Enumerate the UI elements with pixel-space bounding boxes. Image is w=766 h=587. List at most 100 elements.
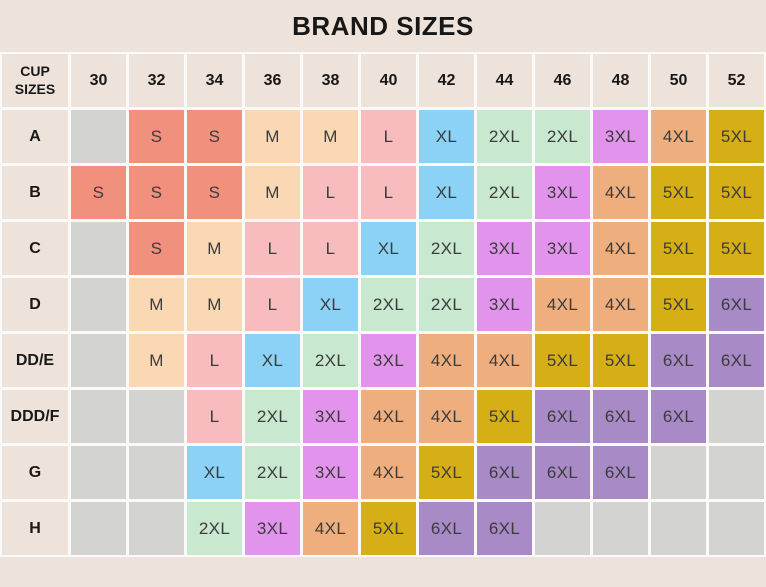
size-cell-xl: XL [419,166,474,219]
size-cell-3xl: 3XL [303,446,358,499]
empty-cell [71,446,126,499]
size-cell-4xl: 4XL [535,278,590,331]
band-size-header-44: 44 [477,54,532,107]
size-cell-4xl: 4XL [593,278,648,331]
empty-cell [593,502,648,555]
size-cell-6xl: 6XL [535,446,590,499]
size-cell-3xl: 3XL [477,278,532,331]
cup-size-label-a: A [2,110,68,163]
band-size-header-52: 52 [709,54,764,107]
size-cell-5xl: 5XL [651,222,706,275]
size-cell-xl: XL [245,334,300,387]
size-cell-6xl: 6XL [709,334,764,387]
size-cell-m: M [245,166,300,219]
size-cell-4xl: 4XL [593,222,648,275]
size-cell-5xl: 5XL [535,334,590,387]
empty-cell [709,390,764,443]
empty-cell [651,502,706,555]
empty-cell [71,502,126,555]
cup-size-label-c: C [2,222,68,275]
size-cell-5xl: 5XL [709,110,764,163]
band-size-header-30: 30 [71,54,126,107]
size-cell-l: L [187,334,242,387]
corner-cell-cup-sizes: CUP SIZES [2,54,68,107]
size-cell-3xl: 3XL [535,222,590,275]
size-cell-6xl: 6XL [535,390,590,443]
size-cell-xl: XL [187,446,242,499]
empty-cell [71,278,126,331]
size-cell-s: S [129,110,184,163]
size-cell-4xl: 4XL [593,166,648,219]
size-cell-4xl: 4XL [361,390,416,443]
band-size-header-38: 38 [303,54,358,107]
band-size-header-36: 36 [245,54,300,107]
empty-cell [129,390,184,443]
band-size-header-48: 48 [593,54,648,107]
empty-cell [709,446,764,499]
size-cell-2xl: 2XL [419,222,474,275]
band-size-header-46: 46 [535,54,590,107]
empty-cell [129,446,184,499]
size-cell-4xl: 4XL [651,110,706,163]
cup-size-label-d: D [2,278,68,331]
size-cell-l: L [187,390,242,443]
size-cell-5xl: 5XL [709,166,764,219]
size-cell-l: L [245,222,300,275]
size-cell-s: S [187,166,242,219]
size-cell-3xl: 3XL [477,222,532,275]
size-cell-2xl: 2XL [477,166,532,219]
size-cell-3xl: 3XL [245,502,300,555]
size-cell-5xl: 5XL [419,446,474,499]
size-cell-6xl: 6XL [651,334,706,387]
size-cell-xl: XL [419,110,474,163]
empty-cell [71,390,126,443]
size-cell-5xl: 5XL [477,390,532,443]
size-cell-4xl: 4XL [477,334,532,387]
empty-cell [71,222,126,275]
size-cell-xl: XL [303,278,358,331]
size-cell-2xl: 2XL [361,278,416,331]
size-cell-2xl: 2XL [535,110,590,163]
cup-size-label-g: G [2,446,68,499]
size-cell-s: S [129,222,184,275]
size-cell-l: L [361,110,416,163]
size-cell-xl: XL [361,222,416,275]
size-cell-2xl: 2XL [477,110,532,163]
size-cell-5xl: 5XL [593,334,648,387]
size-cell-4xl: 4XL [419,334,474,387]
size-cell-s: S [129,166,184,219]
band-size-header-32: 32 [129,54,184,107]
size-cell-l: L [361,166,416,219]
size-cell-m: M [187,222,242,275]
size-cell-2xl: 2XL [187,502,242,555]
size-cell-5xl: 5XL [361,502,416,555]
band-size-header-34: 34 [187,54,242,107]
empty-cell [71,110,126,163]
empty-cell [129,502,184,555]
size-cell-6xl: 6XL [477,502,532,555]
size-cell-m: M [187,278,242,331]
empty-cell [535,502,590,555]
size-cell-6xl: 6XL [593,390,648,443]
size-cell-3xl: 3XL [535,166,590,219]
cup-size-label-ddd-f: DDD/F [2,390,68,443]
size-cell-5xl: 5XL [651,278,706,331]
size-cell-6xl: 6XL [709,278,764,331]
size-cell-m: M [129,334,184,387]
size-cell-2xl: 2XL [245,446,300,499]
size-cell-5xl: 5XL [651,166,706,219]
size-cell-s: S [187,110,242,163]
empty-cell [709,502,764,555]
size-cell-3xl: 3XL [361,334,416,387]
size-cell-4xl: 4XL [419,390,474,443]
size-cell-6xl: 6XL [477,446,532,499]
cup-size-label-h: H [2,502,68,555]
size-cell-2xl: 2XL [419,278,474,331]
page-title: BRAND SIZES [292,10,474,41]
size-cell-4xl: 4XL [361,446,416,499]
size-cell-3xl: 3XL [593,110,648,163]
size-cell-s: S [71,166,126,219]
band-size-header-50: 50 [651,54,706,107]
size-cell-6xl: 6XL [419,502,474,555]
